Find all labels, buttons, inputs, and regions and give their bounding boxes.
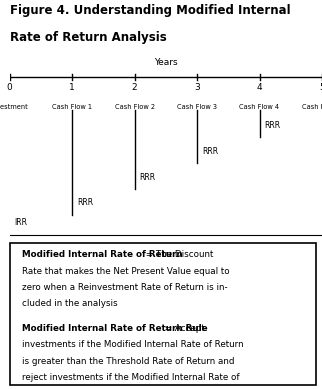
- Text: Rate of Return Analysis: Rate of Return Analysis: [10, 31, 166, 44]
- Text: RRR: RRR: [265, 121, 281, 130]
- Text: Figure 4. Understanding Modified Internal: Figure 4. Understanding Modified Interna…: [10, 4, 290, 17]
- Text: 5: 5: [319, 83, 322, 92]
- Text: Cash Flow 5: Cash Flow 5: [302, 104, 322, 110]
- Text: IRR: IRR: [15, 219, 28, 228]
- Text: Cash Flow 1: Cash Flow 1: [52, 104, 92, 110]
- Text: Years: Years: [154, 58, 178, 67]
- Text: = The Discount: = The Discount: [143, 250, 213, 259]
- Text: cluded in the analysis: cluded in the analysis: [22, 299, 118, 308]
- Text: 3: 3: [194, 83, 200, 92]
- Text: RRR: RRR: [202, 147, 218, 156]
- Text: Cash Flow 2: Cash Flow 2: [115, 104, 155, 110]
- Text: 0: 0: [7, 83, 13, 92]
- Text: 2: 2: [132, 83, 137, 92]
- Text: Modified Internal Rate of Return: Modified Internal Rate of Return: [22, 250, 183, 259]
- Text: Cash Flow 4: Cash Flow 4: [240, 104, 279, 110]
- Text: investments if the Modified Internal Rate of Return: investments if the Modified Internal Rat…: [22, 340, 243, 349]
- Text: is greater than the Threshold Rate of Return and: is greater than the Threshold Rate of Re…: [22, 357, 234, 366]
- Text: Investment: Investment: [0, 104, 29, 110]
- Text: zero when a Reinvestment Rate of Return is in-: zero when a Reinvestment Rate of Return …: [22, 283, 228, 292]
- Text: Cash Flow 3: Cash Flow 3: [177, 104, 217, 110]
- Text: 1: 1: [69, 83, 75, 92]
- Text: reject investments if the Modified Internal Rate of: reject investments if the Modified Inter…: [22, 373, 239, 382]
- Text: 4: 4: [257, 83, 262, 92]
- Text: Rate that makes the Net Present Value equal to: Rate that makes the Net Present Value eq…: [22, 266, 230, 275]
- Text: RRR: RRR: [77, 198, 93, 207]
- Text: = Accept: = Accept: [162, 324, 204, 333]
- Text: Modified Internal Rate of Return Rule: Modified Internal Rate of Return Rule: [22, 324, 207, 333]
- Text: RRR: RRR: [140, 173, 156, 182]
